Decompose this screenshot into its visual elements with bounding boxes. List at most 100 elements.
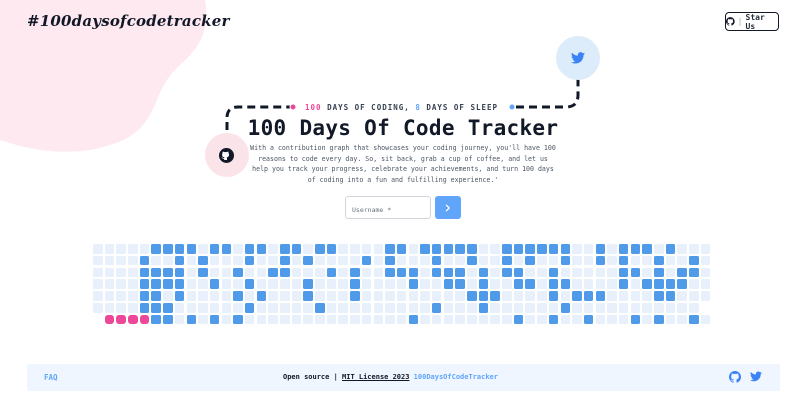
contribution-cell <box>373 291 383 301</box>
contribution-cell <box>490 314 500 325</box>
open-source-text: Open source <box>283 373 330 381</box>
contribution-cell <box>467 302 477 313</box>
contribution-cell <box>607 279 617 289</box>
contribution-cell <box>396 314 407 325</box>
footer: FAQ Open source | MIT License 2023 100Da… <box>27 364 780 391</box>
contribution-cell <box>537 267 547 278</box>
contribution-cell <box>665 291 676 301</box>
contribution-cell <box>93 279 103 289</box>
contribution-cell <box>326 302 337 313</box>
github-icon[interactable] <box>219 148 234 163</box>
contribution-cell <box>537 244 547 254</box>
contribution-cell <box>385 279 395 289</box>
contribution-cell <box>116 255 126 266</box>
contribution-cell <box>630 302 641 313</box>
contribution-cell <box>361 302 372 313</box>
contribution-cell <box>385 291 395 301</box>
contribution-cell <box>618 302 629 313</box>
contribution-cell <box>221 255 232 266</box>
license-link[interactable]: MIT License 2023 <box>342 373 410 381</box>
brand-logo[interactable]: #100daysofcodetracker <box>27 12 230 30</box>
submit-button[interactable] <box>435 196 461 219</box>
contribution-cell <box>455 291 465 301</box>
contribution-cell <box>595 302 606 313</box>
contribution-cell <box>280 314 290 325</box>
contribution-cell <box>198 244 208 254</box>
contribution-cell <box>689 244 699 254</box>
contribution-cell <box>361 291 372 301</box>
contribution-cell <box>700 291 711 301</box>
contribution-cell <box>431 291 442 301</box>
separator: | <box>333 373 338 381</box>
contribution-cell <box>431 244 442 254</box>
contribution-cell <box>630 314 641 325</box>
contribution-cell <box>338 244 348 254</box>
contribution-cell <box>420 267 430 278</box>
contribution-cell <box>654 255 664 266</box>
contribution-cell <box>700 244 711 254</box>
contribution-cell <box>186 279 196 289</box>
contribution-cell <box>548 302 559 313</box>
contribution-cell <box>104 244 115 254</box>
contribution-cell <box>618 291 629 301</box>
github-icon[interactable] <box>729 371 741 383</box>
contribution-cell <box>244 291 255 301</box>
contribution-cell <box>151 302 161 313</box>
contribution-cell <box>163 279 173 289</box>
contribution-cell <box>291 244 302 254</box>
contribution-cell <box>443 255 454 266</box>
contribution-cell <box>408 244 419 254</box>
contribution-cell <box>677 291 687 301</box>
contribution-cell <box>268 302 278 313</box>
contribution-cell <box>490 267 500 278</box>
contribution-cell <box>163 267 173 278</box>
contribution-cell <box>642 255 652 266</box>
contribution-cell <box>642 279 652 289</box>
contribution-cell <box>221 314 232 325</box>
contribution-cell <box>607 314 617 325</box>
contribution-cell <box>385 267 395 278</box>
star-us-button[interactable]: | Star Us <box>725 12 779 31</box>
contribution-cell <box>420 291 430 301</box>
contribution-cell <box>396 244 407 254</box>
contribution-cell <box>700 267 711 278</box>
contribution-cell <box>174 291 185 301</box>
contribution-cell <box>490 291 500 301</box>
contribution-cell <box>186 291 196 301</box>
contribution-cell <box>560 244 570 254</box>
contribution-cell <box>104 302 115 313</box>
contribution-cell <box>174 302 185 313</box>
contribution-cell <box>607 267 617 278</box>
contribution-cell <box>198 267 208 278</box>
contribution-cell <box>467 267 477 278</box>
contribution-cell <box>233 255 243 266</box>
contribution-cell <box>455 279 465 289</box>
contribution-cell <box>572 244 582 254</box>
contribution-cell <box>139 314 150 325</box>
faq-link[interactable]: FAQ <box>44 373 58 382</box>
contribution-cell <box>513 244 524 254</box>
contribution-cell <box>455 314 465 325</box>
contribution-cell <box>315 314 325 325</box>
contribution-cell <box>595 255 606 266</box>
contribution-cell <box>572 314 582 325</box>
username-input[interactable] <box>346 199 430 221</box>
contribution-cell <box>373 244 383 254</box>
contribution-cell <box>280 267 290 278</box>
contribution-cell <box>233 244 243 254</box>
contribution-cell <box>221 302 232 313</box>
contribution-cell <box>256 267 267 278</box>
contribution-cell <box>186 267 196 278</box>
contribution-cell <box>244 302 255 313</box>
contribution-cell <box>467 279 477 289</box>
twitter-icon[interactable] <box>571 52 585 64</box>
contribution-cell <box>104 314 115 325</box>
contribution-cell <box>490 255 500 266</box>
contribution-cell <box>116 291 126 301</box>
contribution-cell <box>443 291 454 301</box>
contribution-cell <box>513 291 524 301</box>
twitter-icon[interactable] <box>750 371 762 382</box>
hashtag-link[interactable]: 100DaysOfCodeTracker <box>413 373 498 381</box>
contribution-cell <box>665 314 676 325</box>
username-field[interactable] <box>345 196 431 221</box>
